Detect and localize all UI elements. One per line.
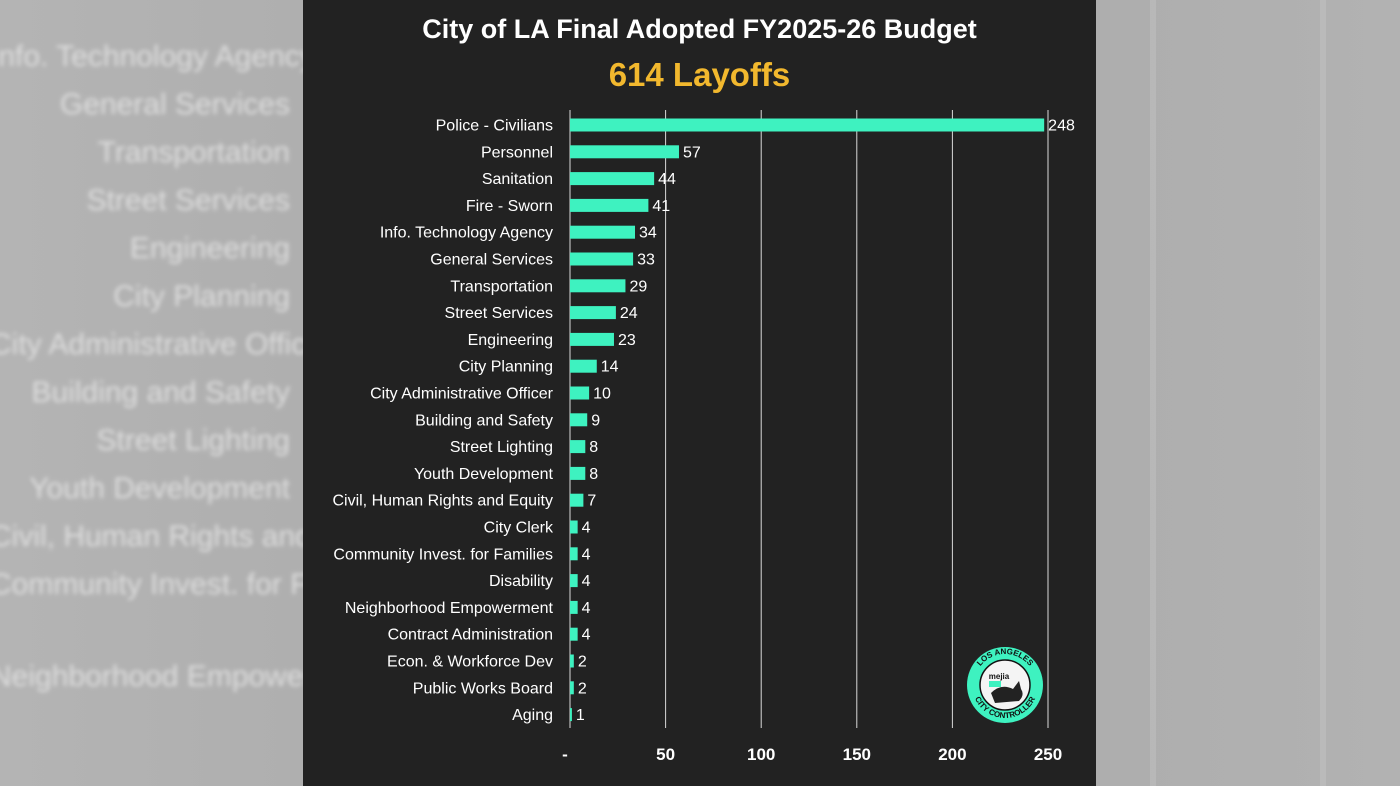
value-label: 29 (629, 278, 647, 295)
value-label: 34 (639, 225, 657, 242)
value-label: 7 (587, 493, 596, 510)
logo-banner (989, 681, 1001, 687)
value-label: 2 (578, 654, 587, 671)
chart-title: City of LA Final Adopted FY2025-26 Budge… (422, 14, 977, 44)
bar (570, 574, 578, 588)
bar (570, 466, 586, 480)
bar (570, 547, 578, 561)
value-label: 2 (578, 680, 587, 697)
bar (570, 172, 655, 186)
value-label: 57 (683, 144, 701, 161)
bar (570, 198, 649, 212)
category-label: Personnel (481, 144, 553, 161)
category-label: Fire - Sworn (466, 198, 553, 215)
bar (570, 600, 578, 614)
x-tick-label: 250 (1034, 745, 1062, 764)
backdrop-label: Street Lighting (96, 424, 290, 457)
x-tick-label: 100 (747, 745, 775, 764)
backdrop-label: Neighborhood Empowerment (0, 660, 381, 693)
bar (570, 279, 626, 293)
category-label: Youth Development (414, 466, 554, 483)
bar (570, 145, 679, 159)
value-label: 9 (591, 412, 600, 429)
category-label: General Services (430, 252, 553, 269)
value-label: 23 (618, 332, 636, 349)
chart-subtitle: 614 Layoffs (608, 56, 791, 93)
bar (570, 681, 574, 695)
category-label: Econ. & Workforce Dev (387, 654, 553, 671)
logo-inner-circle (979, 659, 1031, 711)
category-label: City Administrative Officer (370, 386, 554, 403)
backdrop-label: Street Services (86, 184, 290, 217)
value-label: 14 (601, 359, 619, 376)
bar (570, 306, 616, 320)
value-label: 4 (582, 600, 591, 617)
chart-panel: City of LA Final Adopted FY2025-26 Budge… (303, 0, 1096, 786)
category-label: Info. Technology Agency (380, 225, 553, 242)
bar (570, 520, 578, 534)
bar (570, 118, 1045, 132)
bar (570, 654, 574, 668)
bar (570, 708, 572, 722)
value-label: 4 (582, 627, 591, 644)
category-label: Civil, Human Rights and Equity (332, 493, 553, 510)
category-label: City Clerk (484, 520, 554, 537)
backdrop-stripe (1150, 0, 1156, 786)
category-label: Community Invest. for Families (333, 546, 553, 563)
bar (570, 413, 588, 427)
value-label: 24 (620, 305, 638, 322)
value-label: 10 (593, 386, 611, 403)
bar (570, 386, 590, 400)
category-label: Street Services (445, 305, 553, 322)
category-label: Engineering (468, 332, 553, 349)
value-label: 4 (582, 573, 591, 590)
category-label: Contract Administration (388, 627, 553, 644)
dog-icon (991, 681, 1023, 703)
backdrop-stripe (1320, 0, 1326, 786)
value-label: 248 (1048, 118, 1075, 135)
bar (570, 440, 586, 454)
value-label: 44 (658, 171, 676, 188)
x-tick-label: - (562, 745, 568, 764)
backdrop-label: Info. Technology Agency (0, 40, 315, 73)
category-label: Public Works Board (413, 680, 553, 697)
backdrop-label: Youth Development (29, 472, 290, 505)
value-label: 8 (589, 466, 598, 483)
bar (570, 493, 584, 507)
bar (570, 252, 634, 266)
backdrop-label: Engineering (129, 232, 290, 265)
x-tick-label: 150 (843, 745, 871, 764)
value-label: 4 (582, 520, 591, 537)
category-label: Police - Civilians (436, 118, 553, 135)
backdrop-label: City Planning (113, 280, 290, 313)
category-label: Transportation (450, 278, 553, 295)
category-label: Disability (489, 573, 553, 590)
category-label: Building and Safety (415, 412, 553, 429)
category-label: Sanitation (482, 171, 553, 188)
backdrop-label: General Services (59, 88, 290, 121)
backdrop-label: City Administrative Officer (0, 328, 333, 361)
bar (570, 332, 614, 346)
x-tick-label: 50 (656, 745, 675, 764)
backdrop-label: Community Invest. for Families (0, 568, 402, 601)
value-label: 4 (582, 546, 591, 563)
bar (570, 627, 578, 641)
backdrop-label: Civil, Human Rights and Equity (0, 520, 404, 553)
category-label: Street Lighting (450, 439, 553, 456)
category-label: Neighborhood Empowerment (345, 600, 554, 617)
logo-name: mejia (989, 672, 1010, 681)
backdrop-label: Transportation (97, 136, 290, 169)
value-label: 33 (637, 252, 655, 269)
value-label: 41 (652, 198, 670, 215)
value-label: 8 (589, 439, 598, 456)
value-label: 1 (576, 707, 585, 724)
bar (570, 225, 636, 239)
backdrop-label: Building and Safety (31, 376, 290, 409)
x-tick-label: 200 (938, 745, 966, 764)
category-label: Aging (512, 707, 553, 724)
category-label: City Planning (459, 359, 553, 376)
bar (570, 359, 597, 373)
